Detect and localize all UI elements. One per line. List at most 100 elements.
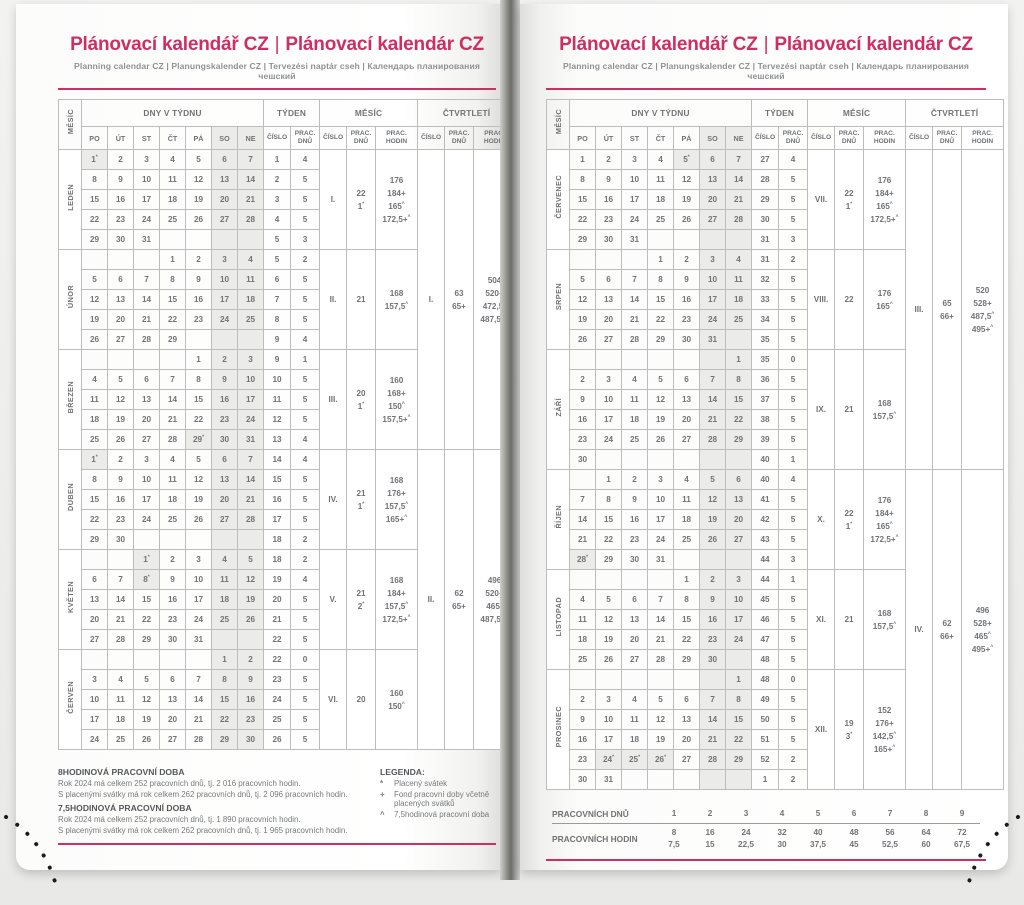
day-cell: 3 [595, 689, 622, 710]
day-cell [673, 229, 700, 250]
day-cell [185, 229, 212, 250]
day-cell [647, 669, 674, 690]
day-cell: 23 [159, 609, 186, 630]
day-cell: 8 [647, 269, 674, 290]
workhours-8h: 64 [921, 828, 931, 837]
legend-item: + Fond pracovní doby včetně placených sv… [380, 790, 496, 808]
day-cell: 17 [185, 589, 212, 610]
month-workhours: 176 165^ [863, 249, 907, 350]
day-cell [621, 669, 648, 690]
month-workdays: 20 1* [346, 349, 377, 450]
day-cell [236, 529, 265, 550]
day-cell: 2 [673, 249, 700, 270]
day-cell: 17 [621, 189, 648, 210]
day-cell: 14 [107, 589, 134, 610]
day-cell [185, 649, 212, 670]
day-cell: 27 [595, 329, 622, 350]
day-cell [133, 249, 160, 270]
note-heading-75h: 7,5HODINOVÁ PRACOVNÍ DOBA [58, 803, 192, 813]
month-label-leden: LEDEN [58, 149, 82, 250]
day-cell: 3 [185, 549, 212, 570]
day-cell: 26 [185, 509, 212, 530]
day-cell: 21 [699, 729, 726, 750]
day-cell: 10 [133, 469, 160, 490]
month-workhours: 176 184+ 165^ 172,5+^ [863, 149, 907, 250]
week-number: 23 [263, 669, 292, 690]
day-cell: 8 [81, 169, 108, 190]
week-row: ÚNOR 1 2 3 4 5 2 II. 21 168 157,5^ [58, 249, 516, 350]
day-cell: 30 [236, 729, 265, 750]
day-cell: 7 [569, 489, 596, 510]
day-cell: 8 [159, 269, 186, 290]
quarter-number: IV. [905, 469, 934, 790]
day-cell: 21 [647, 629, 674, 650]
day-cell: 11 [673, 489, 700, 510]
week-number: 44 [751, 549, 780, 570]
day-cell: 25 [159, 209, 186, 230]
legend-symbol-caret: ^ [380, 810, 385, 819]
day-cell: 9 [159, 569, 186, 590]
day-cell: 27 [724, 529, 753, 550]
day-cell: 12 [647, 709, 674, 730]
day-cell: 21 [107, 609, 134, 630]
month-number: X. [807, 469, 836, 570]
month-label-listopad: LISTOPAD [546, 569, 570, 670]
day-cell: 21 [185, 709, 212, 730]
day-cell: 17 [699, 289, 726, 310]
workdays-count: 5 [815, 809, 821, 818]
day-cell: 14 [621, 289, 648, 310]
day-cell: 1 [185, 349, 212, 370]
day-cell: 4 [569, 589, 596, 610]
day-cell: 10 [185, 569, 212, 590]
workhours-8h: 16 [705, 828, 715, 837]
day-cell: 14 [185, 689, 212, 710]
day-cell: 3 [211, 249, 238, 270]
day-cell: 16 [159, 589, 186, 610]
day-cell [211, 629, 238, 650]
workhours-8h: 48 [849, 828, 859, 837]
day-cell: 7 [159, 369, 186, 390]
week-workdays: 5 [290, 589, 321, 610]
week-workdays: 4 [290, 429, 321, 450]
day-cell: 2 [699, 569, 726, 590]
day-cell [81, 349, 108, 370]
week-row: 14 15 16 17 18 19 20 42 5 [547, 509, 1004, 530]
workhours-8h: 56 [885, 828, 895, 837]
footer-left: 8HODINOVÁ PRACOVNÍ DOBA Rok 2024 má celk… [58, 763, 496, 835]
day-cell: 6 [724, 469, 753, 490]
day-cell: 5 [647, 369, 674, 390]
weekday-header-ne: NE [724, 126, 753, 150]
day-cell: 30 [159, 629, 186, 650]
week-row: SRPEN 1 2 3 4 31 2 VIII. 22 176 165^ [546, 249, 1004, 350]
day-cell: 19 [185, 489, 212, 510]
month-workdays: 21 2* [346, 549, 377, 650]
day-cell [569, 349, 596, 370]
day-cell: 1 [724, 669, 753, 690]
day-cell: 11 [159, 169, 186, 190]
day-cell: 18 [621, 729, 648, 750]
week-number: 15 [263, 469, 292, 490]
week-workdays: 4 [290, 329, 321, 350]
day-cell: 4 [159, 449, 186, 470]
quarter-workhours: 520 528+ 487,5^ 495+^ [961, 149, 1005, 470]
day-cell: 27 [107, 329, 134, 350]
day-cell: 8 [211, 669, 238, 690]
week-number: 45 [751, 589, 780, 610]
day-cell [185, 529, 212, 550]
month-workhours: 176 184+ 165^ 172,5+^ [375, 149, 419, 250]
day-cell: 20 [673, 409, 700, 430]
month-label-únor: ÚNOR [58, 249, 82, 350]
day-cell: 29 [724, 429, 753, 450]
day-cell: 17 [133, 189, 160, 210]
day-cell: 7 [185, 669, 212, 690]
day-cell [699, 769, 726, 790]
day-cell: 6 [107, 269, 134, 290]
day-cell: 5* [673, 149, 700, 170]
month-label-červenec: ČERVENEC [546, 149, 570, 250]
week-number: 51 [751, 729, 780, 750]
week-number: 22 [263, 649, 292, 670]
day-cell: 5 [569, 269, 596, 290]
quarter-workdays: 62 65+ [444, 449, 475, 750]
day-cell [724, 649, 753, 670]
